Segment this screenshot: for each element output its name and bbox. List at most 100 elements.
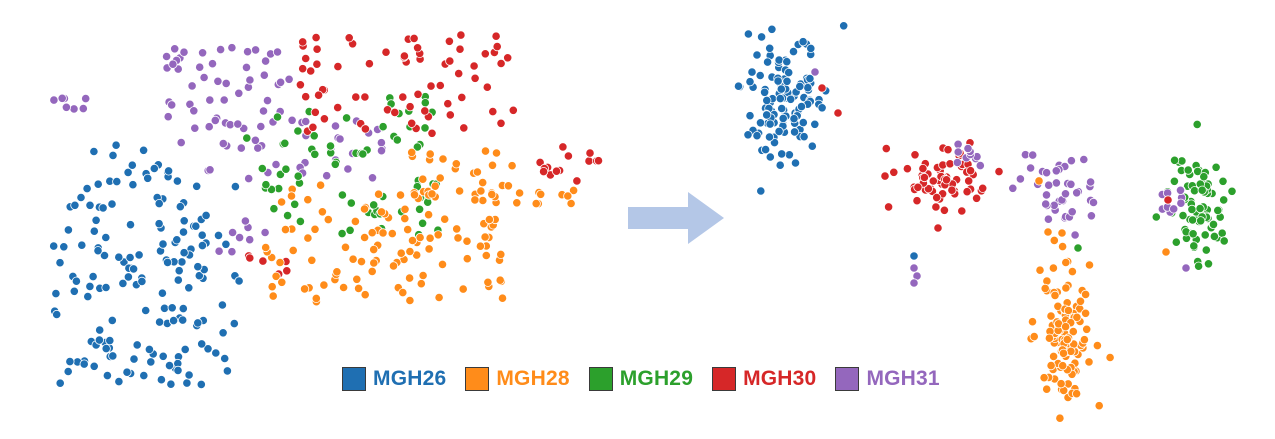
point-mgh26 [128,180,138,190]
point-mgh31 [195,62,205,72]
point-mgh28 [1079,335,1090,345]
point-mgh28 [369,258,379,268]
point-mgh30 [469,61,479,71]
point-mgh30 [312,44,322,54]
point-mgh30 [420,106,430,116]
point-mgh30 [351,92,361,102]
point-mgh26 [218,328,228,338]
point-mgh28 [1072,389,1082,399]
point-mgh26 [184,370,194,380]
point-mgh30 [932,193,942,203]
point-mgh28 [484,214,494,225]
point-mgh28 [373,189,384,199]
point-mgh28 [407,147,417,157]
point-mgh30 [412,43,423,53]
point-mgh31 [367,173,378,183]
point-mgh26 [796,102,807,112]
point-mgh26 [196,379,206,389]
point-mgh28 [378,228,388,238]
point-mgh26 [83,291,93,302]
point-mgh26 [125,220,136,230]
point-mgh30 [298,64,308,74]
point-mgh28 [405,295,415,306]
point-mgh28 [275,257,285,268]
point-mgh26 [756,186,766,196]
point-mgh30 [538,167,549,177]
point-mgh26 [49,241,59,251]
point-mgh31 [233,119,243,129]
point-mgh28 [261,242,271,253]
legend-swatch [588,367,613,391]
point-mgh26 [129,264,139,274]
point-mgh26 [220,353,230,364]
point-mgh29 [1151,212,1161,222]
point-mgh30 [413,89,423,99]
point-mgh28 [317,207,327,217]
point-mgh30 [881,144,891,154]
point-mgh31 [322,171,332,181]
point-mgh28 [1063,305,1074,316]
point-mgh28 [1044,333,1055,343]
point-mgh31 [271,159,281,170]
point-mgh28 [387,229,397,239]
point-mgh28 [1034,176,1044,186]
point-mgh26 [51,288,61,299]
point-mgh28 [1072,312,1082,322]
point-mgh28 [1058,348,1069,358]
point-mgh31 [243,47,253,57]
point-mgh26 [777,149,787,159]
point-mgh26 [759,87,770,97]
point-mgh29 [269,204,279,214]
point-mgh26 [139,145,149,155]
point-mgh26 [193,262,203,272]
point-mgh30 [488,107,498,117]
point-mgh28 [1084,357,1094,367]
point-mgh26 [806,43,816,54]
point-mgh26 [164,166,174,176]
point-mgh31 [1028,150,1038,160]
point-mgh28 [453,233,463,243]
point-mgh30 [939,205,950,215]
point-mgh28 [388,261,399,271]
point-mgh28 [1048,263,1059,273]
point-mgh26 [762,57,773,67]
point-mgh29 [1219,236,1229,246]
point-mgh28 [514,188,525,198]
point-mgh30 [444,36,454,46]
point-mgh28 [1046,311,1056,321]
legend-label: MGH28 [496,367,570,390]
point-mgh31 [1066,156,1077,166]
point-mgh26 [909,251,919,261]
point-mgh26 [108,351,118,361]
point-mgh28 [472,167,482,177]
point-mgh26 [55,378,65,388]
point-mgh30 [918,164,928,174]
point-mgh28 [566,198,576,209]
point-mgh28 [1062,334,1072,345]
legend-label: MGH30 [743,367,817,390]
point-mgh30 [398,92,408,102]
point-mgh26 [156,375,166,385]
point-mgh31 [214,246,224,256]
point-mgh28 [277,277,287,287]
point-mgh30 [508,105,518,115]
point-mgh29 [282,211,293,221]
point-mgh28 [1058,242,1068,252]
right-scatter-panel [733,21,1237,423]
point-mgh29 [1217,228,1227,238]
point-mgh26 [89,146,99,157]
point-mgh30 [399,51,409,61]
point-mgh30 [306,66,316,76]
point-mgh28 [356,256,367,267]
point-mgh26 [776,84,786,94]
point-mgh28 [536,189,546,199]
point-mgh26 [76,192,86,203]
point-mgh30 [258,256,268,266]
point-mgh30 [310,107,320,117]
point-mgh28 [1057,228,1067,238]
point-mgh28 [407,235,418,246]
point-mgh31 [205,95,215,105]
point-mgh31 [61,102,72,112]
point-mgh28 [1049,351,1059,361]
point-mgh26 [743,29,754,39]
